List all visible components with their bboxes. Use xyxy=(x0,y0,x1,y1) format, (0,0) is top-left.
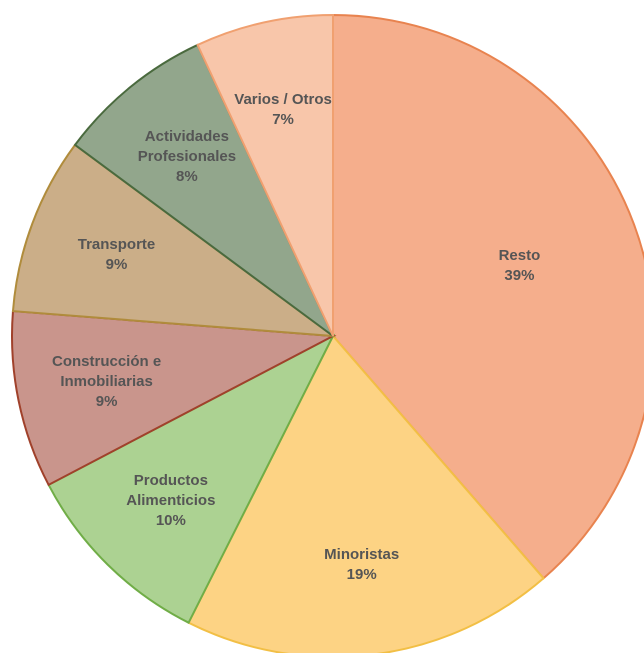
category-label: Varios / Otros xyxy=(234,91,332,109)
pie-slice xyxy=(332,13,644,580)
slice-label: Varios / Otros 7% xyxy=(213,90,353,130)
value-label: 9% xyxy=(95,393,118,411)
category-label: Construcción e Inmobiliarias xyxy=(51,353,162,391)
slice-label: Construcción e Inmobiliarias 9% xyxy=(37,352,177,412)
value-label: 7% xyxy=(272,111,294,129)
slice-label: Resto 39% xyxy=(449,246,589,286)
slice-label: Minoristas 19% xyxy=(292,545,432,585)
value-label: 19% xyxy=(346,566,377,584)
pie-slice xyxy=(73,43,334,337)
pie-slice xyxy=(196,13,334,337)
pie-slice xyxy=(47,333,336,625)
value-label: 8% xyxy=(176,167,198,185)
pie-slice xyxy=(187,334,545,653)
category-label: Productos Alimenticios xyxy=(126,471,216,509)
category-label: Resto xyxy=(498,247,541,265)
slice-label: Productos Alimenticios 10% xyxy=(101,471,241,531)
category-label: Transporte xyxy=(77,236,156,254)
pie-slice xyxy=(11,143,337,338)
slice-label: Actividades Profesionales 8% xyxy=(117,127,257,187)
category-label: Minoristas xyxy=(324,546,400,564)
value-label: 39% xyxy=(504,267,535,285)
value-label: 9% xyxy=(105,256,128,274)
category-label: Actividades Profesionales xyxy=(137,127,237,165)
value-label: 10% xyxy=(155,511,186,529)
slice-label: Transporte 9% xyxy=(47,235,187,275)
pie-slice xyxy=(11,309,337,487)
